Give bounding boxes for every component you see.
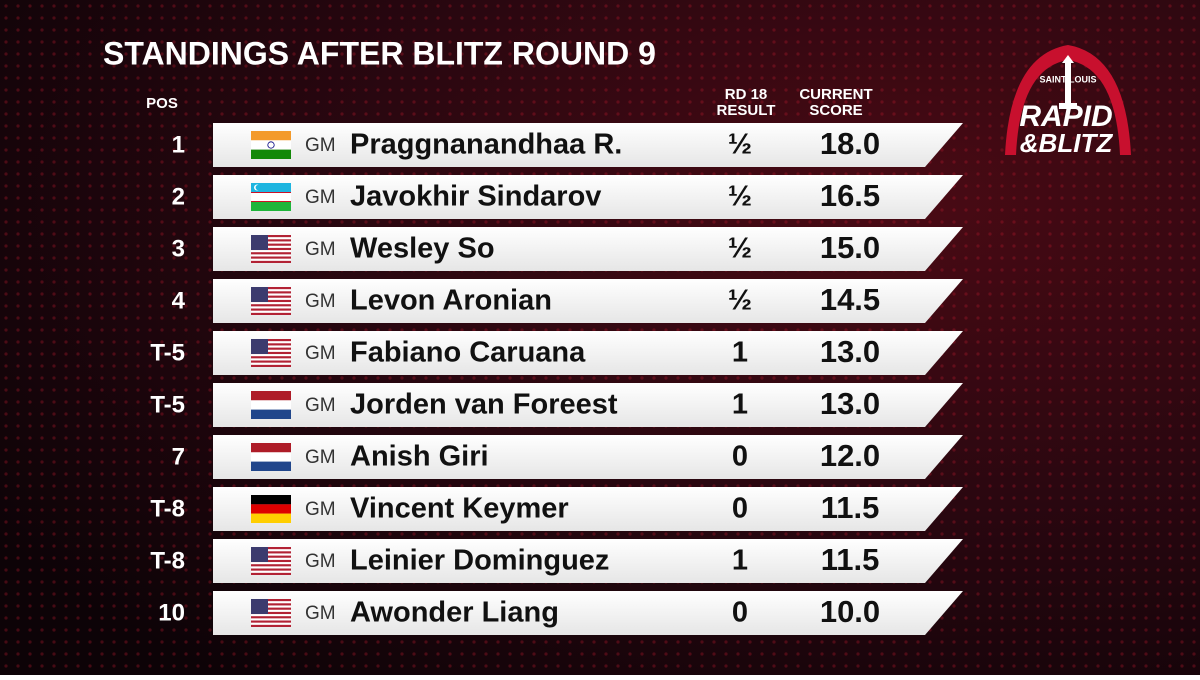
round-result: 0 <box>732 597 748 629</box>
logo-top: SAINT LOUIS <box>1039 74 1096 84</box>
standings-table: 1 GM Praggnanandhaa R. ½ 18.0 2 GM Javokhir Sin… <box>150 123 963 635</box>
current-score: 16.5 <box>820 178 880 213</box>
round-result: 1 <box>732 389 748 421</box>
flag <box>251 443 291 471</box>
player-name: Leinier Dominguez <box>350 545 609 577</box>
standings-row: T-8 GM Vincent Keymer 0 11.5 <box>150 487 963 531</box>
player-title: GM <box>305 603 336 624</box>
row-background <box>213 591 963 635</box>
score-header: SCORE <box>809 102 862 119</box>
pos-header: POS <box>146 95 178 112</box>
standings-row: T-8 GM Leinier Dominguez 1 11.5 <box>150 539 963 583</box>
row-background <box>213 383 963 427</box>
position: 7 <box>172 443 185 470</box>
row-background <box>213 539 963 583</box>
player-name: Javokhir Sindarov <box>350 181 601 213</box>
flag <box>251 131 291 159</box>
score-header: CURRENT <box>799 86 872 103</box>
row-background <box>213 175 963 219</box>
position: 4 <box>172 287 186 314</box>
standings-row: 10 GM Awonder Liang 0 10.0 <box>158 591 963 635</box>
flag <box>251 599 291 627</box>
current-score: 11.5 <box>821 490 880 525</box>
round-result: 1 <box>732 545 748 577</box>
flag <box>251 495 291 523</box>
round-result: 1 <box>732 337 748 369</box>
standings-row: T-5 GM Fabiano Caruana 1 13.0 <box>150 331 963 375</box>
current-score: 14.5 <box>820 282 880 317</box>
player-title: GM <box>305 499 336 520</box>
player-title: GM <box>305 395 336 416</box>
logo: SAINT LOUIS RAPID &BLITZ <box>1005 45 1131 158</box>
row-background <box>213 279 963 323</box>
player-title: GM <box>305 135 336 156</box>
position: 1 <box>172 131 185 158</box>
result-header: RESULT <box>717 102 776 119</box>
player-name: Anish Giri <box>350 441 489 473</box>
result-header: RD 18 <box>725 86 768 103</box>
row-background <box>213 227 963 271</box>
flag <box>251 235 291 263</box>
player-title: GM <box>305 239 336 260</box>
standings-row: 4 GM Levon Aronian ½ 14.5 <box>172 279 963 323</box>
logo-line1: RAPID <box>1019 100 1112 133</box>
position: 2 <box>172 183 185 210</box>
position: 10 <box>158 599 185 626</box>
position: T-8 <box>150 547 185 574</box>
round-result: 0 <box>732 493 748 525</box>
position: 3 <box>172 235 185 262</box>
standings-row: T-5 GM Jorden van Foreest 1 13.0 <box>150 383 963 427</box>
player-title: GM <box>305 291 336 312</box>
flag <box>251 547 291 575</box>
flag <box>251 339 291 367</box>
round-result: ½ <box>728 129 752 161</box>
standings-row: 7 GM Anish Giri 0 12.0 <box>172 435 963 479</box>
title: STANDINGS AFTER BLITZ ROUND 9 <box>103 35 656 71</box>
row-background <box>213 435 963 479</box>
round-result: ½ <box>728 181 752 213</box>
current-score: 12.0 <box>820 438 880 473</box>
player-title: GM <box>305 187 336 208</box>
current-score: 13.0 <box>820 386 880 421</box>
row-background <box>213 123 963 167</box>
current-score: 10.0 <box>820 594 880 629</box>
flag <box>251 183 291 211</box>
player-name: Fabiano Caruana <box>350 337 586 369</box>
round-result: 0 <box>732 441 748 473</box>
logo-arch <box>1005 45 1131 155</box>
logo-king <box>1059 55 1077 109</box>
player-title: GM <box>305 551 336 572</box>
player-name: Jorden van Foreest <box>350 389 618 421</box>
round-result: ½ <box>728 233 752 265</box>
row-background <box>213 331 963 375</box>
standings-row: 1 GM Praggnanandhaa R. ½ 18.0 <box>172 123 963 167</box>
player-title: GM <box>305 447 336 468</box>
player-name: Wesley So <box>350 233 495 265</box>
position: T-8 <box>150 495 185 522</box>
round-result: ½ <box>728 285 752 317</box>
flag <box>251 287 291 315</box>
player-title: GM <box>305 343 336 364</box>
player-name: Vincent Keymer <box>350 493 569 525</box>
standings-row: 3 GM Wesley So ½ 15.0 <box>172 227 963 271</box>
position: T-5 <box>150 339 185 366</box>
logo-line2: &BLITZ <box>1020 128 1114 158</box>
flag <box>251 391 291 419</box>
row-background <box>213 487 963 531</box>
player-name: Levon Aronian <box>350 285 552 317</box>
current-score: 13.0 <box>820 334 880 369</box>
current-score: 15.0 <box>820 230 880 265</box>
position: T-5 <box>150 391 185 418</box>
player-name: Awonder Liang <box>350 597 559 629</box>
current-score: 18.0 <box>820 126 880 161</box>
current-score: 11.5 <box>821 542 880 577</box>
player-name: Praggnanandhaa R. <box>350 129 622 161</box>
standings-row: 2 GM Javokhir Sindarov ½ 16.5 <box>172 175 963 219</box>
